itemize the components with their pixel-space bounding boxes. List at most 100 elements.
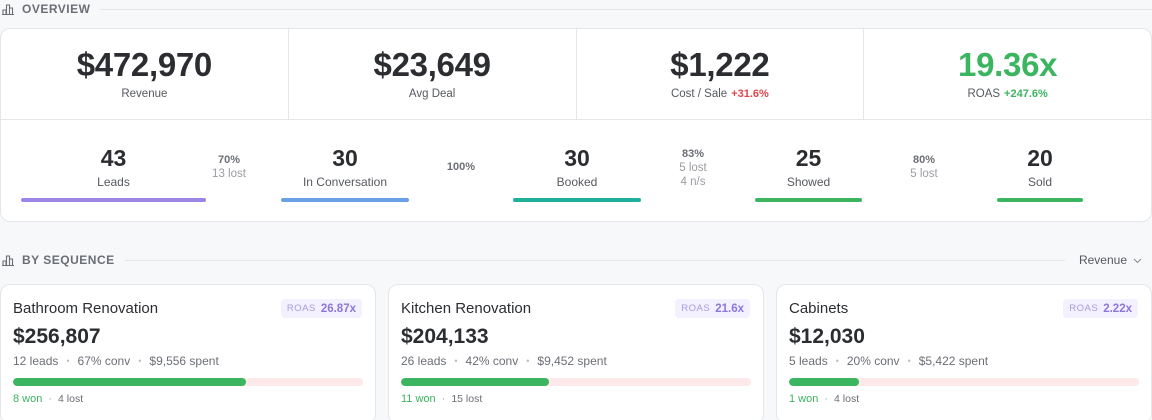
stage-bar xyxy=(513,198,641,202)
sequence-revenue: $256,807 xyxy=(13,325,101,348)
bar-chart-icon xyxy=(2,254,16,266)
conversion-lost: 5 lost xyxy=(679,162,707,174)
lost-count: 15 lost xyxy=(451,393,483,405)
amount-spent: $5,422 spent xyxy=(918,354,989,368)
leads-count: 5 leads xyxy=(789,354,828,368)
conversion-rate: 42% conv xyxy=(465,354,519,368)
amount-spent: $9,452 spent xyxy=(537,354,607,368)
stage-bar xyxy=(281,198,409,202)
kpi-label: Avg Deal xyxy=(408,88,456,100)
stage-value: 25 xyxy=(795,145,822,171)
sequence-meta: 5 leads • 20% conv • $5,422 spent xyxy=(789,354,989,368)
conversion-no-show: 4 n/s xyxy=(680,176,706,188)
funnel-conversion: 100% xyxy=(431,160,491,174)
funnel-stage-showed: 25 Showed xyxy=(755,120,862,189)
roas-value: 26.87x xyxy=(320,302,356,315)
kpi-delta: +247.6% xyxy=(1004,88,1048,100)
by-sequence-section-header: BY SEQUENCE Revenue xyxy=(0,251,1152,269)
stage-label: Leads xyxy=(97,175,130,189)
conversion-pct: 70% xyxy=(217,154,241,166)
kpi-avg-deal: $23,649 Avg Deal xyxy=(289,29,577,119)
overview-title: OVERVIEW xyxy=(22,2,91,16)
stage-label: Showed xyxy=(786,175,831,189)
roas-badge: ROAS 21.6x xyxy=(675,299,750,318)
conversion-lost: 5 lost xyxy=(910,168,938,180)
by-sequence-title: BY SEQUENCE xyxy=(22,253,115,267)
conversion-pct: 83% xyxy=(681,148,705,160)
won-count: 11 won xyxy=(401,393,436,405)
funnel-conversion: 83% 5 lost 4 n/s xyxy=(663,147,723,189)
stage-label: Booked xyxy=(556,175,598,189)
roas-label: ROAS xyxy=(1069,303,1099,314)
funnel-stage-sold: 20 Sold xyxy=(997,120,1083,189)
conversion-lost: 13 lost xyxy=(212,168,246,180)
funnel-conversion: 70% 13 lost xyxy=(199,153,259,181)
kpi-cost-per-sale: $1,222 Cost / Sale +31.6% xyxy=(577,29,865,119)
kpi-value: 19.36x xyxy=(958,46,1058,83)
conversion-rate: 20% conv xyxy=(846,354,900,368)
funnel-conversion: 80% 5 lost xyxy=(894,153,954,181)
amount-spent: $9,556 spent xyxy=(149,354,219,368)
leads-count: 26 leads xyxy=(401,354,447,368)
funnel-stage-leads: 43 Leads xyxy=(21,120,206,189)
kpi-value: $23,649 xyxy=(373,46,491,83)
stage-value: 30 xyxy=(332,145,358,171)
sort-select[interactable]: Revenue xyxy=(1079,253,1142,267)
won-lost-bar xyxy=(789,378,1139,386)
sequence-name: Kitchen Renovation xyxy=(401,300,532,317)
kpi-label: Revenue xyxy=(121,88,168,100)
sequence-footer: 11 won · 15 lost xyxy=(401,393,483,405)
won-count: 8 won xyxy=(13,393,43,405)
won-fill xyxy=(789,378,859,386)
leads-count: 12 leads xyxy=(13,354,59,368)
sequence-card[interactable]: Kitchen Renovation ROAS 21.6x $204,133 2… xyxy=(388,284,764,420)
kpi-label: Cost / Sale xyxy=(670,88,728,100)
sequence-name: Cabinets xyxy=(789,300,849,317)
overview-card: $472,970 Revenue $23,649 Avg Deal $1,222… xyxy=(0,28,1152,222)
divider xyxy=(124,259,1065,261)
stage-bar xyxy=(997,198,1083,202)
stage-value: 43 xyxy=(100,145,127,171)
sequence-card[interactable]: Bathroom Renovation ROAS 26.87x $256,807… xyxy=(0,284,376,420)
kpi-revenue: $472,970 Revenue xyxy=(1,29,289,119)
sequence-meta: 26 leads • 42% conv • $9,452 spent xyxy=(401,354,607,368)
funnel-stage-booked: 30 Booked xyxy=(513,120,641,189)
kpi-row: $472,970 Revenue $23,649 Avg Deal $1,222… xyxy=(1,29,1151,120)
sequence-meta: 12 leads • 67% conv • $9,556 spent xyxy=(13,354,219,368)
stage-value: 30 xyxy=(564,145,590,171)
funnel: 43 Leads 70% 13 lost 30 In Conversation … xyxy=(1,120,1151,223)
kpi-value: $472,970 xyxy=(76,46,213,83)
bar-chart-icon xyxy=(2,3,16,15)
stage-bar xyxy=(755,198,862,202)
chevron-down-icon xyxy=(1133,253,1142,267)
kpi-value: $1,222 xyxy=(670,46,770,83)
roas-badge: ROAS 2.22x xyxy=(1063,299,1138,318)
sort-select-value: Revenue xyxy=(1078,253,1127,267)
sequence-revenue: $12,030 xyxy=(789,325,865,348)
sequence-card[interactable]: Cabinets ROAS 2.22x $12,030 5 leads • 20%… xyxy=(776,284,1152,420)
roas-label: ROAS xyxy=(681,303,711,314)
conversion-pct: 100% xyxy=(446,161,476,173)
conversion-pct: 80% xyxy=(912,154,936,166)
roas-value: 21.6x xyxy=(715,302,744,315)
roas-badge: ROAS 26.87x xyxy=(280,299,362,318)
stage-value: 20 xyxy=(1027,145,1053,171)
stage-label: In Conversation xyxy=(302,175,388,189)
roas-label: ROAS xyxy=(286,303,316,314)
won-lost-bar xyxy=(401,378,751,386)
divider xyxy=(100,8,1152,10)
lost-count: 4 lost xyxy=(58,393,84,405)
sequence-footer: 1 won · 4 lost xyxy=(789,393,860,405)
kpi-delta: +31.6% xyxy=(731,88,769,100)
stage-bar xyxy=(21,198,206,202)
kpi-label: ROAS xyxy=(967,88,1001,100)
roas-value: 2.22x xyxy=(1103,302,1132,315)
kpi-roas: 19.36x ROAS +247.6% xyxy=(864,29,1151,119)
lost-count: 4 lost xyxy=(834,393,860,405)
conversion-rate: 67% conv xyxy=(77,354,131,368)
won-fill xyxy=(401,378,550,386)
overview-section-header: OVERVIEW xyxy=(0,0,1152,18)
won-count: 1 won xyxy=(789,393,819,405)
sequence-footer: 8 won · 4 lost xyxy=(13,393,84,405)
sequence-name: Bathroom Renovation xyxy=(13,300,159,317)
